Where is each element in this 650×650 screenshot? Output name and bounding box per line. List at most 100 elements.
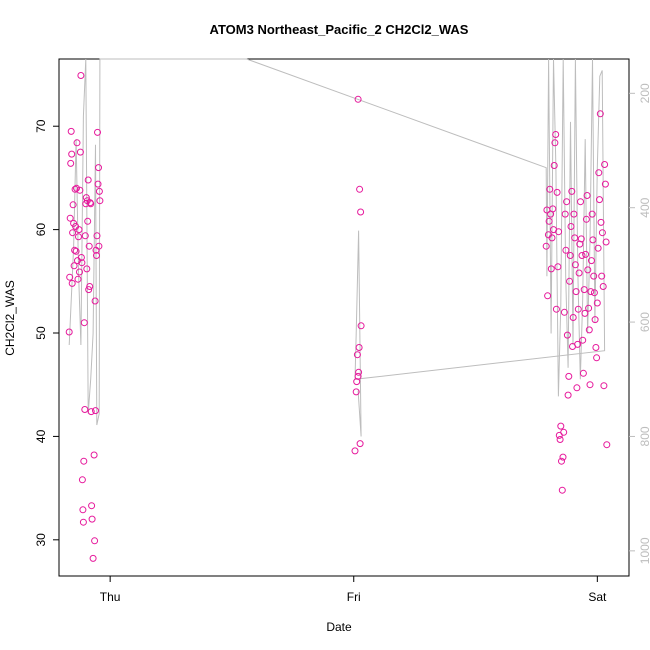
data-point (357, 208, 365, 216)
data-point (74, 275, 82, 283)
data-point (598, 229, 606, 237)
data-point (65, 328, 73, 336)
data-point (95, 164, 102, 172)
data-point (81, 406, 89, 413)
data-point (586, 381, 594, 389)
data-point (591, 316, 599, 324)
data-point (95, 242, 103, 250)
data-point (571, 261, 579, 269)
data-point (602, 238, 610, 246)
data-point (76, 186, 84, 194)
data-point (354, 95, 362, 103)
data-point (68, 150, 76, 158)
data-point (552, 305, 560, 313)
data-point (544, 292, 552, 300)
right-y-tick-label: 800 (638, 426, 650, 446)
data-point (546, 185, 554, 193)
data-point (356, 185, 364, 193)
data-point (88, 502, 96, 510)
line-series (68, 58, 606, 437)
data-point (72, 247, 80, 255)
data-point (84, 176, 92, 184)
data-point (356, 440, 364, 448)
data-point (578, 252, 586, 259)
right-y-tick-label: 200 (638, 83, 650, 103)
right-y-tick-label: 400 (638, 197, 650, 217)
y-tick-label: 40 (34, 429, 48, 443)
y-axis: 30 40 50 60 70 (34, 119, 59, 546)
data-point (94, 128, 101, 136)
data-point (569, 314, 577, 321)
y-tick-label: 60 (34, 223, 48, 237)
data-point (560, 428, 568, 436)
data-point (584, 266, 592, 274)
data-point (564, 391, 572, 399)
data-point (78, 476, 86, 484)
data-point (547, 265, 555, 273)
data-point (570, 210, 578, 218)
data-point (93, 232, 101, 240)
data-point (77, 72, 85, 79)
data-point (566, 277, 574, 285)
data-point (593, 354, 601, 362)
data-point (76, 148, 84, 156)
data-point (90, 451, 98, 459)
data-point (81, 232, 89, 240)
data-point (601, 180, 609, 188)
data-point (93, 252, 100, 259)
data-point (67, 159, 75, 167)
data-point (71, 246, 79, 254)
data-point (79, 506, 87, 514)
data-point (88, 515, 96, 523)
right-y-axis: 200 400 600 800 1000 (629, 83, 650, 564)
data-point (559, 453, 567, 461)
data-point (572, 288, 580, 296)
data-point (85, 286, 93, 294)
data-point (574, 340, 582, 348)
data-point (551, 139, 559, 147)
data-point (550, 162, 558, 169)
data-point (590, 289, 598, 297)
data-point (75, 233, 82, 241)
data-point (552, 131, 560, 138)
data-point (560, 308, 568, 316)
data-point (599, 283, 607, 290)
data-point (86, 283, 94, 290)
data-point (556, 436, 564, 443)
data-point (75, 226, 83, 234)
data-point (579, 369, 587, 377)
data-point (351, 447, 359, 455)
data-point (96, 197, 104, 205)
data-point (585, 304, 593, 312)
data-point (554, 263, 562, 271)
data-point (557, 422, 565, 430)
data-point (542, 242, 550, 250)
data-point (553, 188, 561, 196)
data-point (589, 236, 597, 244)
data-point (78, 259, 86, 267)
right-y-tick-label: 1000 (638, 537, 650, 564)
data-point (582, 250, 590, 258)
data-point (567, 223, 575, 230)
data-point (588, 210, 596, 218)
data-point (585, 326, 593, 334)
right-y-tick-label: 600 (638, 312, 650, 332)
data-point (91, 297, 99, 305)
data-point (594, 244, 602, 252)
data-point (355, 368, 363, 376)
data-point (79, 518, 87, 526)
data-point (577, 235, 585, 243)
data-point (592, 344, 600, 351)
data-point (353, 378, 361, 386)
data-point (558, 457, 565, 465)
y-tick-label: 30 (34, 533, 48, 547)
data-point (555, 228, 563, 236)
data-point (82, 194, 90, 202)
data-point (568, 187, 576, 195)
data-point (84, 217, 92, 225)
data-point (600, 382, 608, 390)
data-point (77, 254, 85, 261)
data-point (353, 351, 361, 359)
y-axis-label: CH2Cl2_WAS (3, 280, 17, 356)
